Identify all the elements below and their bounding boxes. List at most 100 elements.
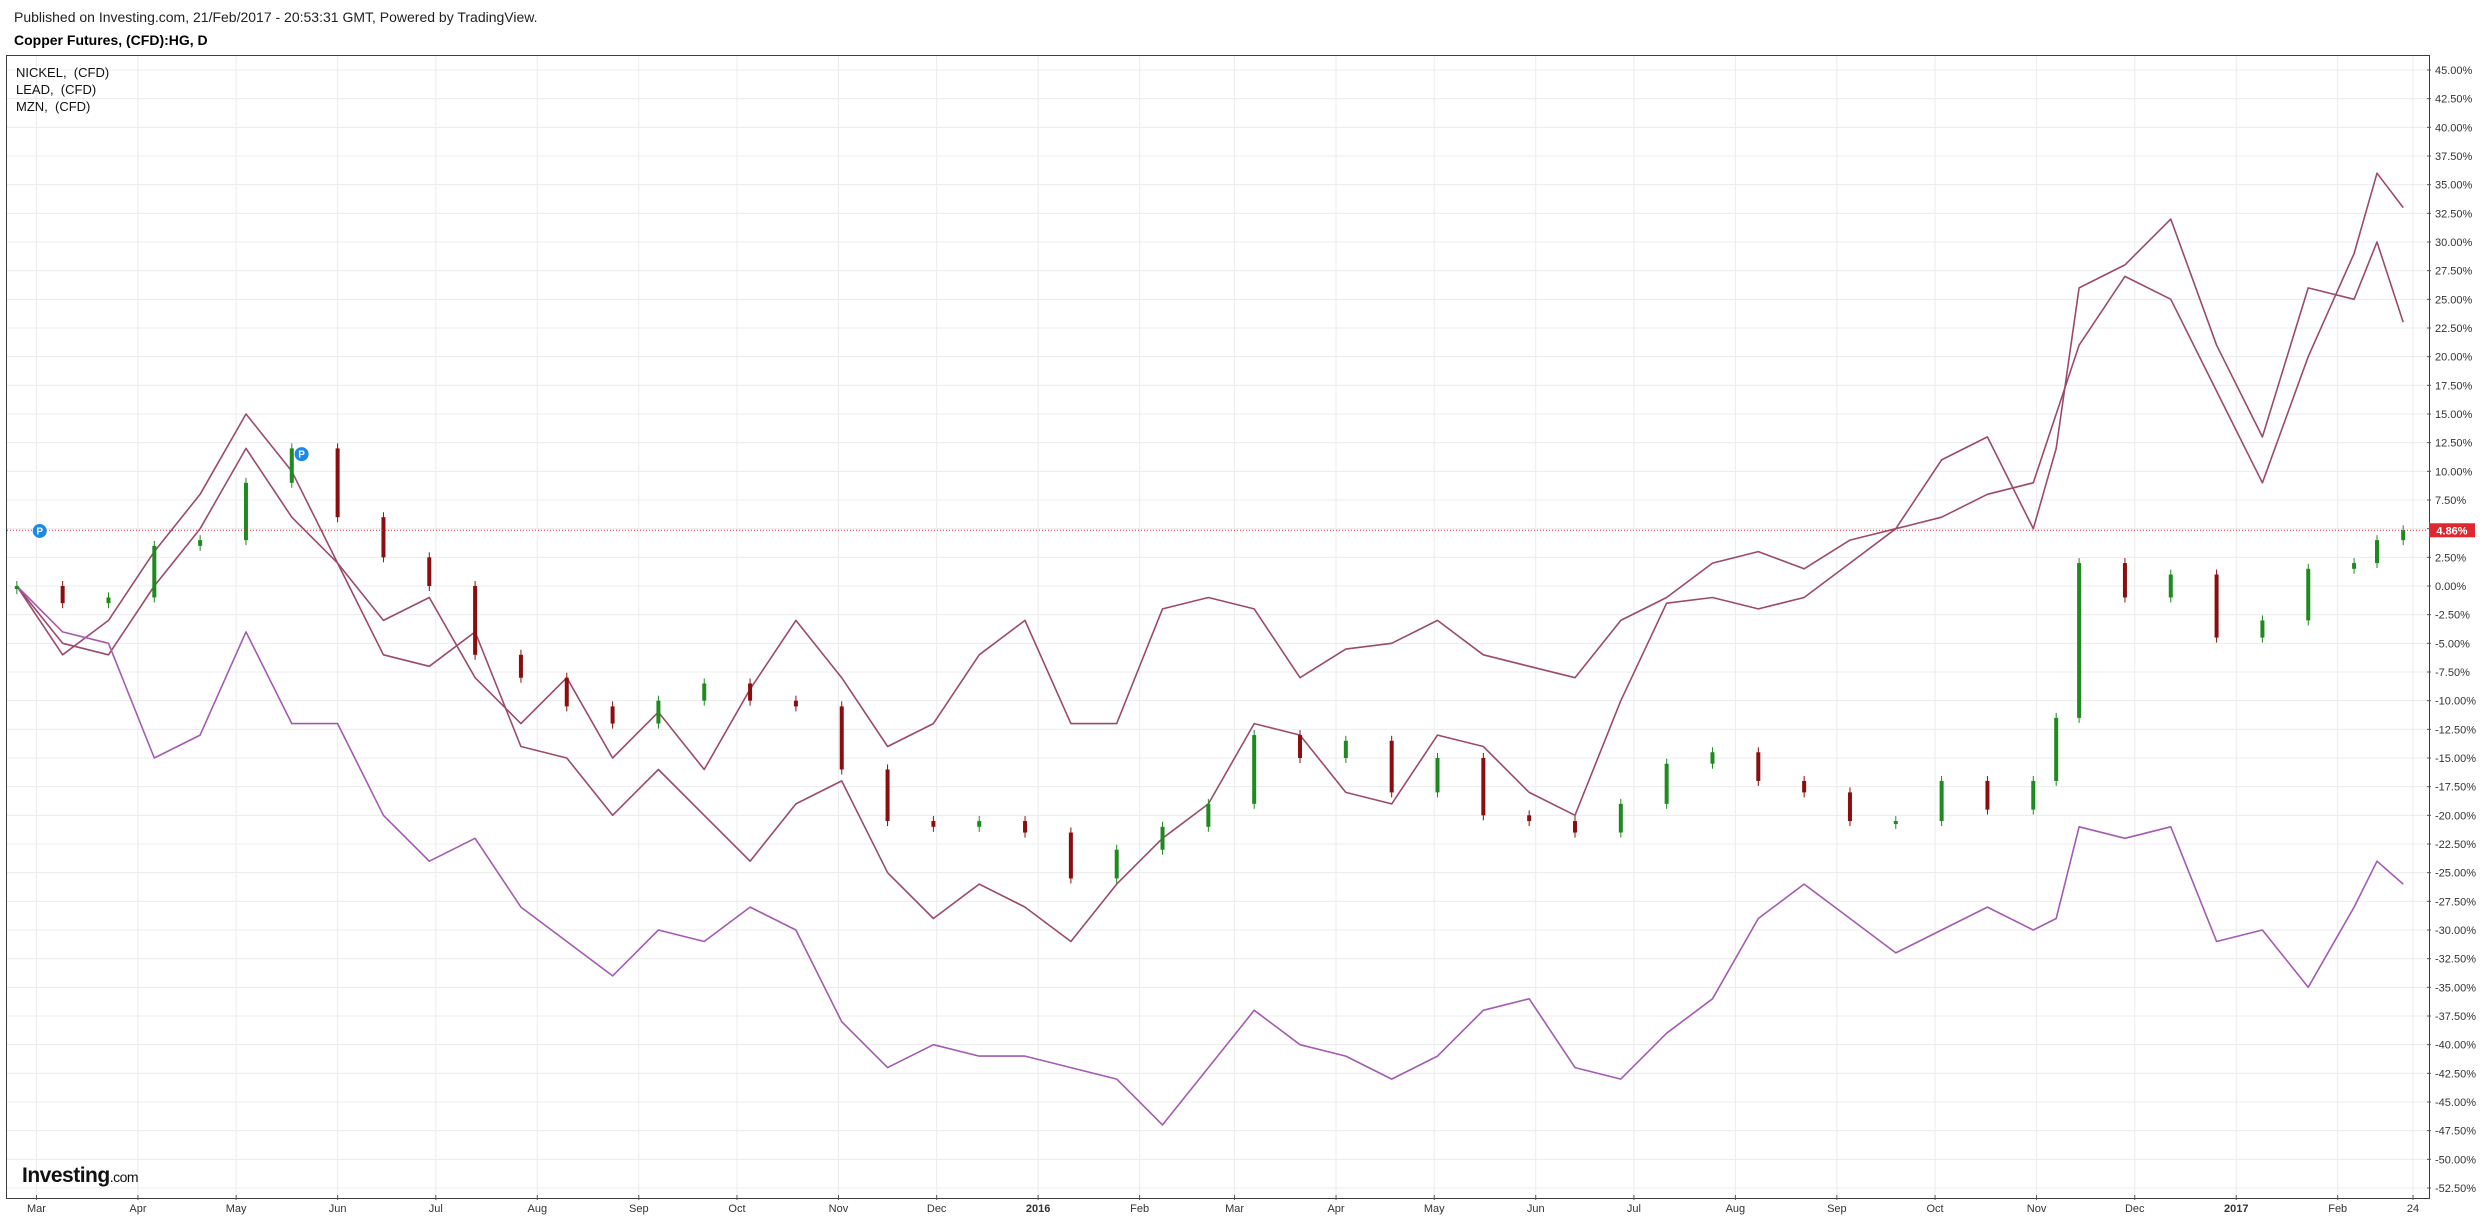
y-tick-label: 10.00% bbox=[2435, 466, 2473, 478]
x-tick-label: Jun bbox=[1527, 1203, 1545, 1215]
candle-body bbox=[243, 482, 248, 541]
candle-body bbox=[335, 448, 340, 518]
candle-body bbox=[1343, 740, 1348, 758]
event-markers[interactable]: PP bbox=[32, 447, 309, 538]
p-marker[interactable]: P bbox=[32, 523, 47, 538]
legend-item-lead[interactable]: LEAD, (CFD) bbox=[16, 82, 97, 97]
x-tick-label: Sep bbox=[629, 1203, 649, 1215]
candle-body bbox=[2401, 530, 2406, 541]
candle-body bbox=[14, 586, 19, 589]
published-caption: Published on Investing.com, 21/Feb/2017 … bbox=[14, 9, 538, 25]
candle-body bbox=[885, 769, 890, 822]
y-tick-label: 15.00% bbox=[2435, 409, 2473, 421]
candle-body bbox=[198, 540, 203, 546]
investing-logo: Investing.com bbox=[22, 1164, 139, 1187]
x-tick-label: Apr bbox=[1327, 1203, 1344, 1215]
candle-body bbox=[1618, 803, 1623, 833]
y-tick-label: -32.50% bbox=[2435, 954, 2476, 966]
x-tick-label: Feb bbox=[1130, 1203, 1149, 1215]
candle-body bbox=[1939, 780, 1944, 822]
candlesticks bbox=[14, 443, 2406, 884]
y-tick-label: -17.50% bbox=[2435, 782, 2476, 794]
x-tick-label: Jul bbox=[429, 1203, 443, 1215]
legend-item-nickel[interactable]: NICKEL, (CFD) bbox=[16, 65, 110, 80]
candle-body bbox=[1298, 735, 1303, 758]
candle-body bbox=[1802, 780, 1807, 793]
x-tick-label: Mar bbox=[27, 1203, 46, 1215]
candle-body bbox=[748, 683, 753, 701]
series-line-lead bbox=[16, 218, 2404, 943]
p-marker[interactable]: P bbox=[294, 447, 309, 462]
y-tick-label: -7.50% bbox=[2435, 667, 2470, 679]
series-line-nickel bbox=[16, 172, 2404, 771]
y-tick-label: 32.50% bbox=[2435, 208, 2473, 220]
y-tick-label: 30.00% bbox=[2435, 237, 2473, 249]
candle-body bbox=[1114, 849, 1119, 879]
candle-body bbox=[1160, 826, 1165, 850]
legend-item-mzn[interactable]: MZN, (CFD) bbox=[16, 99, 91, 114]
y-tick-label: -25.00% bbox=[2435, 868, 2476, 880]
candle-body bbox=[289, 448, 294, 483]
series-line-mzn bbox=[16, 585, 2404, 1126]
p-marker-label: P bbox=[36, 526, 43, 537]
candle-body bbox=[427, 557, 432, 586]
y-tick-label: -10.00% bbox=[2435, 696, 2476, 708]
y-axis: 45.00% 42.50% 40.00% 37.50% 35.00% 32.50% 30.0… bbox=[2427, 65, 2476, 1195]
x-tick-label: 24 bbox=[2407, 1203, 2419, 1215]
chart-frame[interactable] bbox=[6, 55, 2430, 1199]
candle-body bbox=[2214, 574, 2219, 638]
y-tick-label: 45.00% bbox=[2435, 65, 2473, 77]
candle-body bbox=[1756, 752, 1761, 781]
last-price-label: 4.86% bbox=[2436, 525, 2467, 537]
x-tick-label: 2017 bbox=[2224, 1203, 2248, 1215]
gridlines bbox=[7, 56, 2427, 1197]
candle-body bbox=[1481, 758, 1486, 816]
y-tick-label: -50.00% bbox=[2435, 1154, 2476, 1166]
y-tick-label: -47.50% bbox=[2435, 1126, 2476, 1138]
candle-body bbox=[1023, 821, 1028, 833]
x-tick-label: Oct bbox=[728, 1203, 745, 1215]
y-tick-label: 40.00% bbox=[2435, 122, 2473, 134]
x-tick-label: Aug bbox=[1726, 1203, 1746, 1215]
x-tick-label: Nov bbox=[2027, 1203, 2047, 1215]
y-tick-label: -45.00% bbox=[2435, 1097, 2476, 1109]
y-tick-label: -40.00% bbox=[2435, 1040, 2476, 1052]
y-tick-label: 42.50% bbox=[2435, 94, 2473, 106]
candle-body bbox=[1710, 752, 1715, 764]
y-tick-label: -20.00% bbox=[2435, 810, 2476, 822]
y-tick-label: 17.50% bbox=[2435, 380, 2473, 392]
p-marker-circle bbox=[32, 523, 47, 538]
y-tick-label: 12.50% bbox=[2435, 438, 2473, 450]
candle-body bbox=[1068, 832, 1073, 879]
candle-body bbox=[2260, 620, 2265, 638]
candle-body bbox=[1893, 821, 1898, 825]
p-marker-circle bbox=[294, 447, 309, 462]
y-tick-label: -2.50% bbox=[2435, 610, 2470, 622]
candle-body bbox=[2352, 563, 2357, 569]
y-tick-label: 0.00% bbox=[2435, 581, 2466, 593]
candle-body bbox=[2077, 563, 2082, 718]
candle-body bbox=[1847, 792, 1852, 822]
y-tick-label: 37.50% bbox=[2435, 151, 2473, 163]
candle-body bbox=[977, 821, 982, 827]
x-tick-label: 2016 bbox=[1026, 1203, 1050, 1215]
y-tick-label: 20.00% bbox=[2435, 352, 2473, 364]
candle-body bbox=[1572, 821, 1577, 833]
y-tick-label: -12.50% bbox=[2435, 724, 2476, 736]
y-tick-label: 27.50% bbox=[2435, 266, 2473, 278]
candle-body bbox=[152, 545, 157, 598]
x-tick-label: Nov bbox=[829, 1203, 849, 1215]
y-tick-label: 2.50% bbox=[2435, 552, 2466, 564]
y-tick-label: -42.50% bbox=[2435, 1068, 2476, 1080]
candle-body bbox=[793, 700, 798, 707]
x-tick-label: Apr bbox=[129, 1203, 146, 1215]
y-tick-label: 22.50% bbox=[2435, 323, 2473, 335]
symbol-title: Copper Futures, (CFD):HG, D bbox=[14, 32, 208, 48]
y-tick-label: -30.00% bbox=[2435, 925, 2476, 937]
candle-body bbox=[1252, 735, 1257, 804]
candle-body bbox=[1389, 740, 1394, 793]
candle-body bbox=[564, 677, 569, 707]
last-price-label-bg bbox=[2429, 523, 2475, 538]
legend: NICKEL, (CFD) LEAD, (CFD) MZN, (CFD) bbox=[16, 64, 109, 115]
